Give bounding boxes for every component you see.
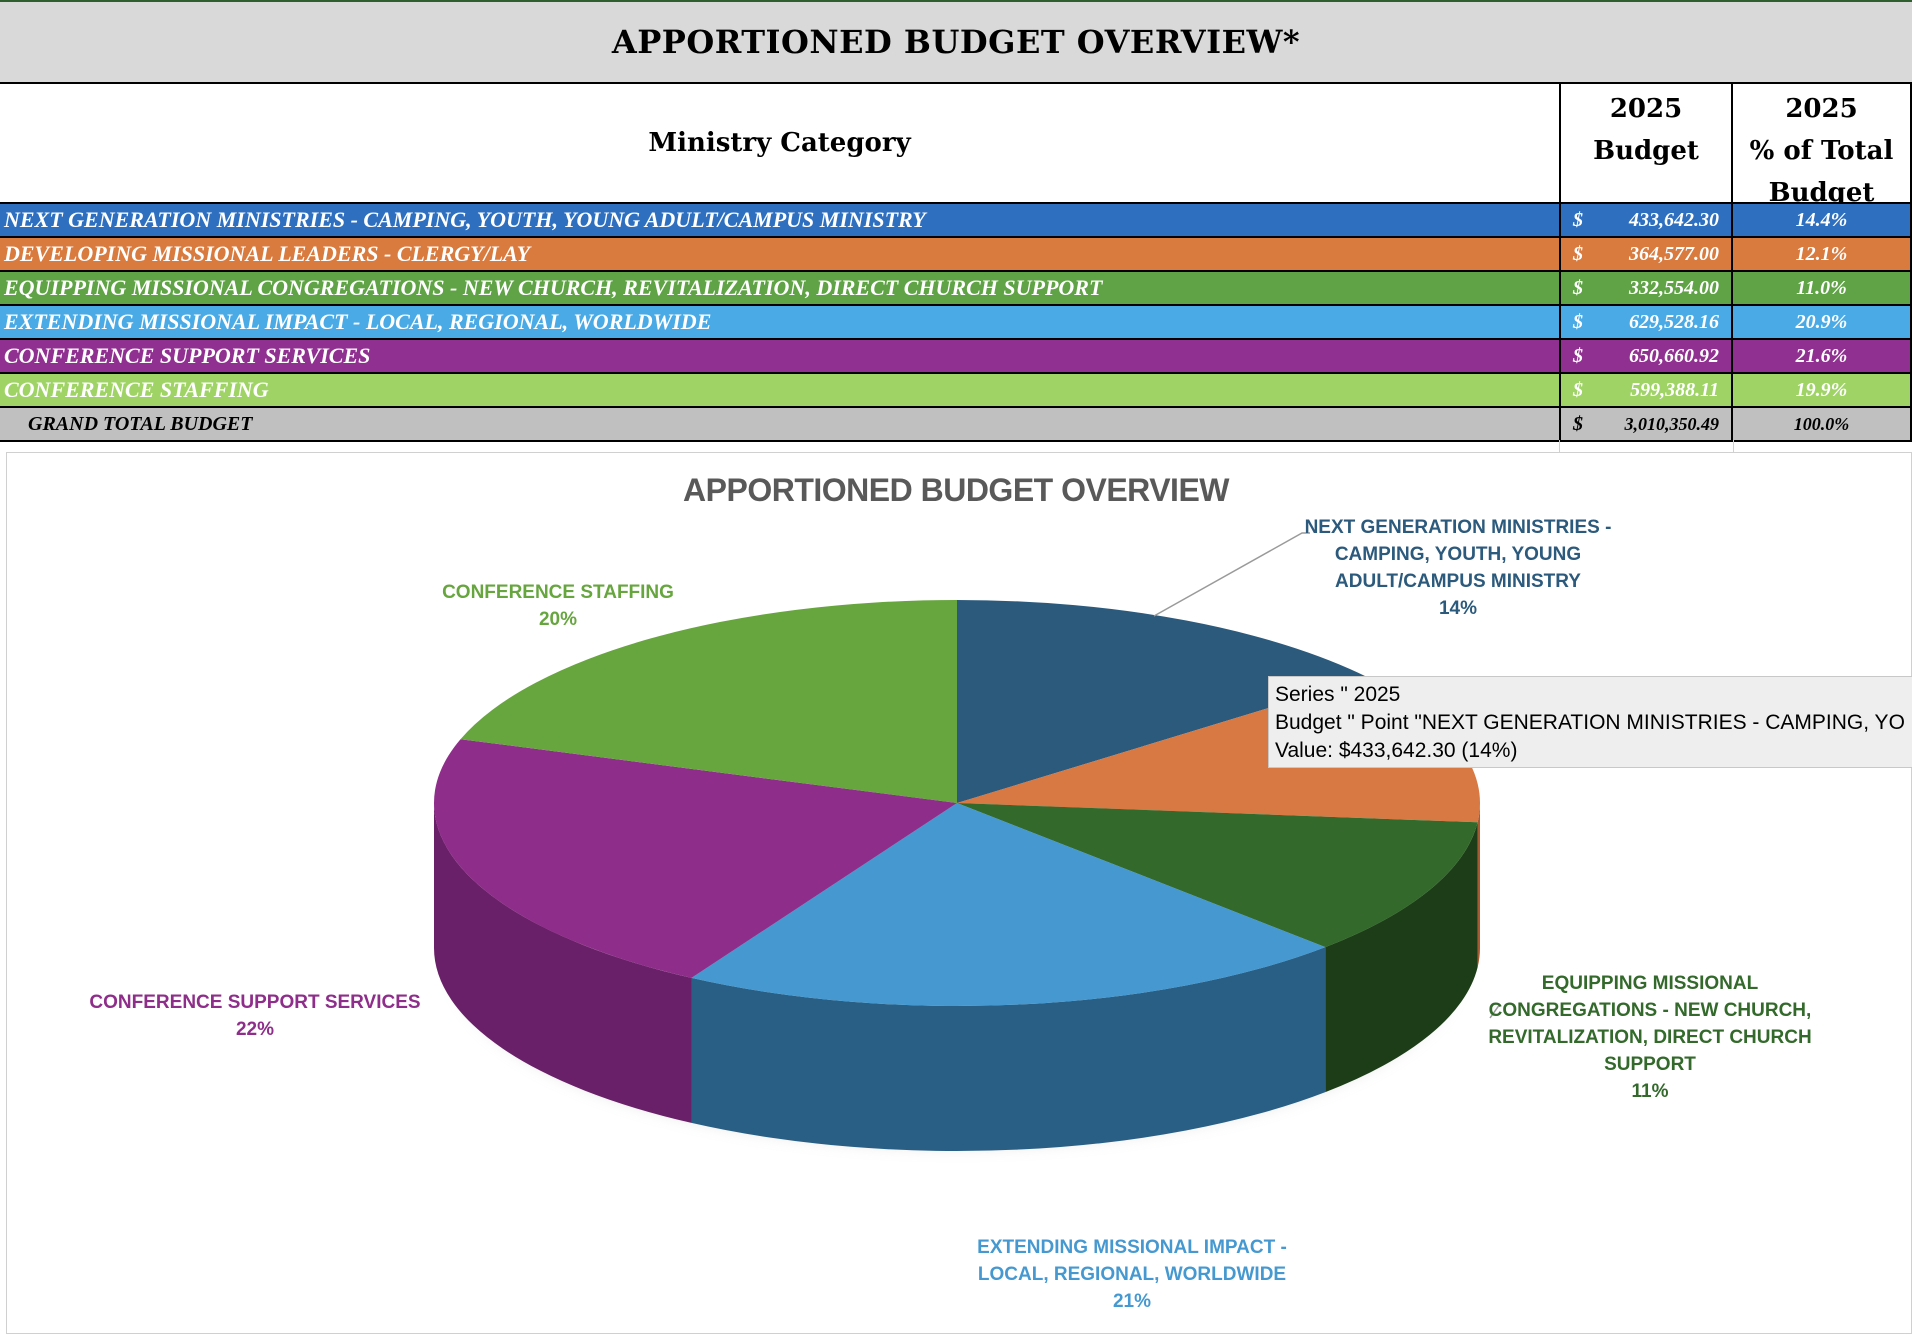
header-budget[interactable]: 2025 Budget — [1559, 84, 1733, 202]
budget-amount: 599,388.11 — [1630, 379, 1719, 401]
data-label-text: CAMPING, YOUTH, YOUNG — [1334, 544, 1582, 565]
cell-percent[interactable]: 19.9% — [1733, 374, 1912, 406]
currency-symbol: $ — [1573, 243, 1583, 265]
table-title: APPORTIONED BUDGET OVERVIEW* — [0, 0, 1912, 84]
budget-amount: 650,660.92 — [1629, 345, 1719, 367]
cell-percent[interactable]: 14.4% — [1733, 204, 1912, 236]
cell-category[interactable]: NEXT GENERATION MINISTRIES - CAMPING, YO… — [4, 207, 926, 232]
budget-amount: 433,642.30 — [1629, 209, 1719, 231]
cell-category[interactable]: EQUIPPING MISSIONAL CONGREGATIONS - NEW … — [4, 275, 1103, 300]
data-label-text: REVITALIZATION, DIRECT CHURCH — [1488, 1027, 1812, 1048]
data-label[interactable]: NEXT GENERATION MINISTRIES - CAMPING, YOU… — [1288, 514, 1628, 622]
cell-budget[interactable]: $332,554.00 — [1559, 272, 1733, 304]
header-percent[interactable]: 2025 % of Total Budget — [1733, 84, 1912, 202]
data-label-text: NEXT GENERATION MINISTRIES - — [1304, 517, 1612, 538]
data-label-text: EQUIPPING MISSIONAL — [1541, 973, 1759, 994]
cell-category[interactable]: EXTENDING MISSIONAL IMPACT - LOCAL, REGI… — [4, 309, 712, 334]
cell-percent[interactable]: 100.0% — [1733, 408, 1912, 440]
cell-category[interactable]: CONFERENCE SUPPORT SERVICES — [4, 343, 371, 368]
data-label-percent: 22% — [235, 1019, 275, 1040]
header-ministry-category[interactable]: Ministry Category — [648, 128, 911, 158]
cell-budget[interactable]: $650,660.92 — [1559, 340, 1733, 372]
currency-symbol: $ — [1573, 345, 1583, 367]
budget-amount: 629,528.16 — [1629, 311, 1719, 333]
data-label[interactable]: EXTENDING MISSIONAL IMPACT - LOCAL, REGIO… — [962, 1234, 1302, 1315]
currency-symbol: $ — [1573, 413, 1583, 435]
cell-budget[interactable]: $433,642.30 — [1559, 204, 1733, 236]
cell-category[interactable]: GRAND TOTAL BUDGET — [28, 413, 253, 435]
tooltip-series: Series " 2025 — [1275, 683, 1401, 706]
table-row[interactable]: CONFERENCE STAFFING $599,388.11 19.9% — [0, 372, 1912, 406]
cell-percent[interactable]: 20.9% — [1733, 306, 1912, 338]
data-label[interactable]: CONFERENCE STAFFING 20% — [398, 579, 718, 633]
currency-symbol: $ — [1573, 311, 1583, 333]
chart-title: APPORTIONED BUDGET OVERVIEW — [683, 472, 1229, 508]
table-row[interactable]: EQUIPPING MISSIONAL CONGREGATIONS - NEW … — [0, 270, 1912, 304]
table-row[interactable]: GRAND TOTAL BUDGET $3,010,350.49 100.0% — [0, 406, 1912, 442]
chart-tooltip: Series " 2025 Budget " Point "NEXT GENER… — [1268, 676, 1912, 768]
data-label-text: LOCAL, REGIONAL, WORLDWIDE — [977, 1264, 1287, 1285]
data-label-percent: 14% — [1438, 598, 1478, 619]
cell-percent[interactable]: 11.0% — [1733, 272, 1912, 304]
header-percent-label-2: Budget — [1768, 178, 1875, 202]
cell-budget[interactable]: $599,388.11 — [1559, 374, 1733, 406]
data-label-text: ADULT/CAMPUS MINISTRY — [1335, 571, 1581, 592]
data-label-text: SUPPORT — [1604, 1054, 1696, 1075]
budget-amount: 364,577.00 — [1629, 243, 1719, 265]
table-row[interactable]: EXTENDING MISSIONAL IMPACT - LOCAL, REGI… — [0, 304, 1912, 338]
currency-symbol: $ — [1573, 277, 1583, 299]
cell-percent[interactable]: 21.6% — [1733, 340, 1912, 372]
data-label-text: CONFERENCE STAFFING — [442, 582, 674, 603]
gridline — [1733, 440, 1734, 454]
currency-symbol: $ — [1573, 379, 1583, 401]
cell-category[interactable]: DEVELOPING MISSIONAL LEADERS - CLERGY/LA… — [4, 241, 531, 266]
cell-budget[interactable]: $3,010,350.49 — [1559, 408, 1733, 440]
budget-amount: 3,010,350.49 — [1624, 414, 1720, 434]
budget-amount: 332,554.00 — [1629, 277, 1719, 299]
currency-symbol: $ — [1573, 209, 1583, 231]
table-row[interactable]: NEXT GENERATION MINISTRIES - CAMPING, YO… — [0, 202, 1912, 236]
header-percent-year: 2025 — [1785, 94, 1858, 124]
data-label-percent: 21% — [1112, 1291, 1152, 1312]
data-label[interactable]: EQUIPPING MISSIONAL CONGREGATIONS - NEW C… — [1470, 970, 1830, 1105]
cell-category[interactable]: CONFERENCE STAFFING — [4, 377, 269, 402]
data-label-text: CONFERENCE SUPPORT SERVICES — [89, 992, 421, 1013]
table-row[interactable]: DEVELOPING MISSIONAL LEADERS - CLERGY/LA… — [0, 236, 1912, 270]
data-label-text: EXTENDING MISSIONAL IMPACT - — [977, 1237, 1287, 1258]
gridline — [1559, 440, 1560, 454]
cell-percent[interactable]: 12.1% — [1733, 238, 1912, 270]
data-label-text: CONGREGATIONS - NEW CHURCH, — [1488, 1000, 1812, 1021]
data-label-percent: 20% — [538, 609, 578, 630]
tooltip-point: Budget " Point "NEXT GENERATION MINISTRI… — [1275, 711, 1905, 734]
table-header-row: Ministry Category 2025 Budget 2025 % of … — [0, 84, 1912, 202]
header-percent-label: % of Total — [1749, 136, 1894, 166]
data-label[interactable]: CONFERENCE SUPPORT SERVICES 22% — [70, 989, 440, 1043]
header-budget-year: 2025 — [1609, 94, 1683, 124]
cell-budget[interactable]: $364,577.00 — [1559, 238, 1733, 270]
table-row[interactable]: CONFERENCE SUPPORT SERVICES $650,660.92 21… — [0, 338, 1912, 372]
cell-budget[interactable]: $629,528.16 — [1559, 306, 1733, 338]
tooltip-value: Value: $433,642.30 (14%) — [1275, 739, 1518, 762]
data-label-percent: 11% — [1631, 1081, 1669, 1102]
header-budget-label: Budget — [1593, 136, 1699, 166]
